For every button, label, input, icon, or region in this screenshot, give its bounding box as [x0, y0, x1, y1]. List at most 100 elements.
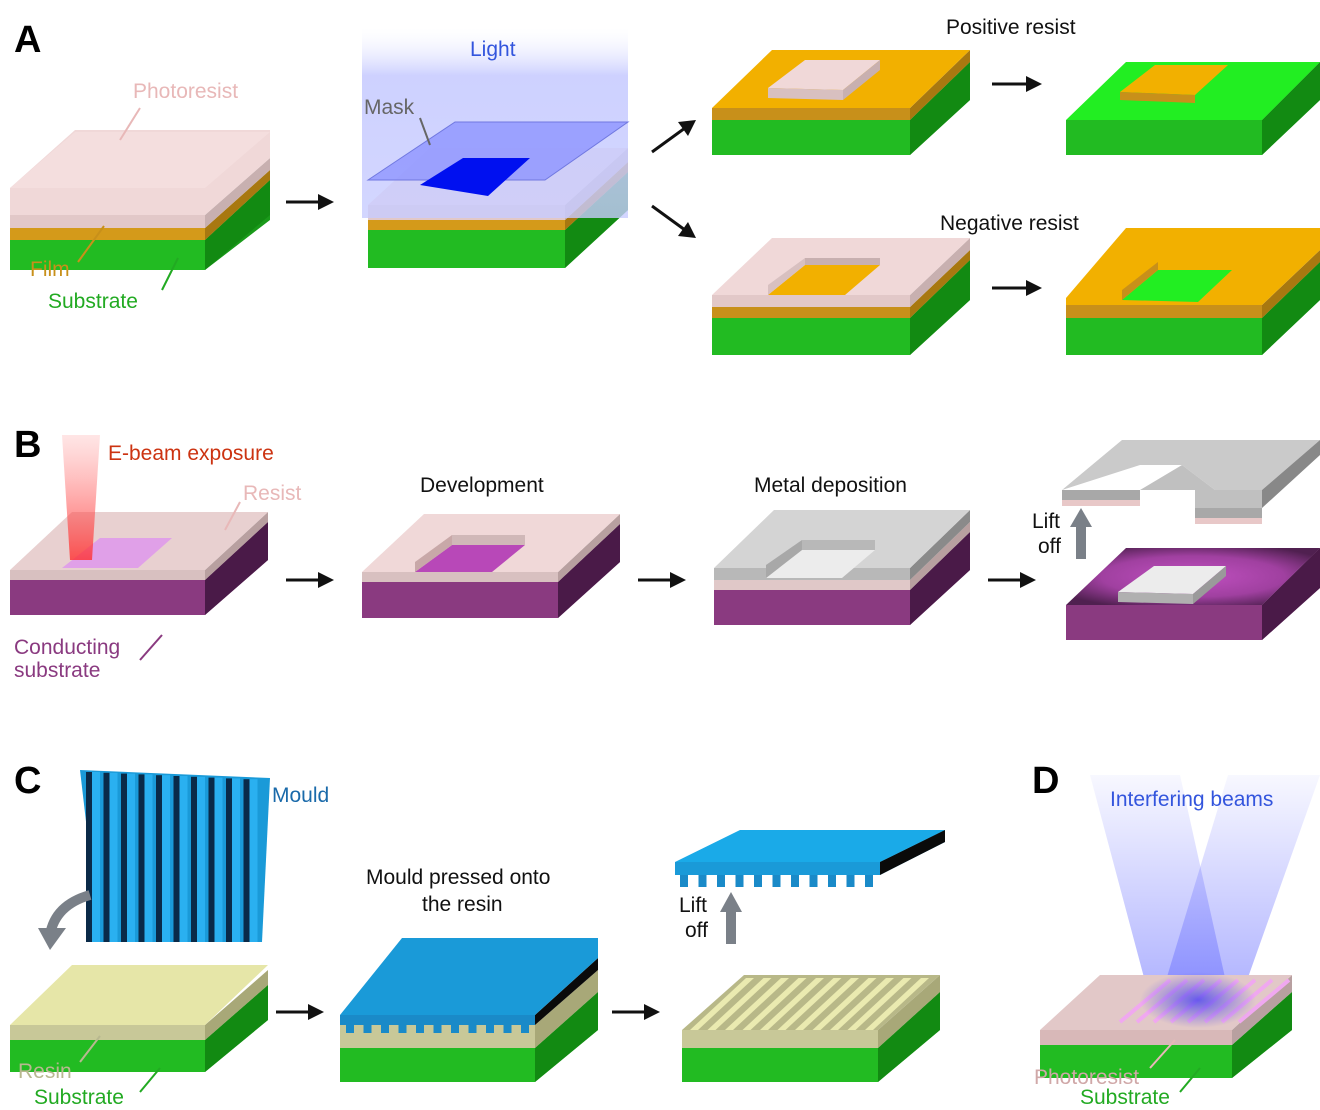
panel-letter-b: B [14, 424, 41, 466]
mould-rib-shadow [173, 776, 180, 942]
mould-tooth [451, 1025, 459, 1033]
resin-ridge [760, 978, 824, 1030]
block-b3 [714, 510, 970, 625]
mould-rib [197, 776, 205, 942]
block-b4-top [1062, 440, 1320, 524]
mould-rib [127, 773, 135, 942]
label-substrate-d: Substrate [1080, 1086, 1170, 1109]
mould-tooth [735, 875, 744, 887]
label-resin: Resin [18, 1060, 72, 1083]
label-negative-resist: Negative resist [940, 212, 1079, 235]
label-lift-c-2: off [685, 919, 708, 942]
label-lift-c-1: Lift [679, 894, 707, 917]
panel-letter-d: D [1032, 760, 1059, 802]
mould-rib-shadow [103, 772, 110, 942]
label-development: Development [420, 474, 544, 497]
label-pressed-2: the resin [422, 893, 503, 916]
curved-arrow-head [38, 928, 66, 950]
mould-lifted [675, 830, 945, 887]
block-a-pos2 [1066, 62, 1320, 155]
mould-tooth [486, 1025, 494, 1033]
resin-ridge [795, 978, 859, 1030]
mould-tooth [809, 875, 818, 887]
label-substrate-c: Substrate [34, 1086, 124, 1109]
label-ebeam: E-beam exposure [108, 442, 274, 465]
mould-tooth [346, 1025, 354, 1033]
resin-ridge [725, 978, 789, 1030]
label-photoresist: Photoresist [133, 80, 238, 103]
mould-rib [179, 776, 188, 942]
block-c3 [682, 975, 940, 1082]
mould-rib-shadow [86, 772, 92, 942]
mould-tooth [363, 1025, 372, 1033]
mould-rib-shadow [208, 777, 215, 942]
label-film: Film [30, 258, 70, 281]
block-c2 [340, 938, 598, 1082]
label-positive-resist: Positive resist [946, 16, 1076, 39]
label-mask: Mask [364, 96, 415, 119]
mould-rib-shadow [243, 779, 250, 942]
label-lift-b-2: off [1038, 535, 1061, 558]
label-pressed-1: Mould pressed onto [366, 866, 550, 889]
resin-ridge [742, 978, 807, 1030]
mould-rib [92, 772, 100, 942]
label-mould: Mould [272, 784, 329, 807]
arrow-c2 [612, 1004, 660, 1020]
mould-rib [232, 778, 240, 942]
arrow-b1 [286, 572, 334, 588]
mould-tooth [791, 875, 799, 887]
arrow-a-up [651, 120, 696, 154]
label-light: Light [470, 38, 516, 61]
mould-rib-shadow [156, 775, 162, 942]
lift-arrow-b [1070, 508, 1092, 559]
mould-tooth [698, 875, 707, 887]
mould-tooth [717, 875, 725, 887]
mould-rib-shadow [121, 773, 127, 942]
mould-rib [109, 772, 118, 942]
mould-rib [144, 774, 153, 942]
label-lift-b-1: Lift [1032, 510, 1060, 533]
arrow-b3 [988, 572, 1036, 588]
label-conducting-1: Conducting [14, 636, 120, 659]
mould-tooth [416, 1025, 424, 1033]
mould-tooth [772, 875, 781, 887]
panel-letter-a: A [14, 19, 41, 61]
mould-tooth [828, 875, 836, 887]
arrow-b2 [638, 572, 686, 588]
label-conducting-2: substrate [14, 659, 100, 682]
block-a-pos1 [712, 50, 970, 155]
arrow-a-pos [992, 76, 1042, 92]
mould-tilted [80, 770, 270, 942]
mould-tooth [754, 875, 762, 887]
label-substrate-a: Substrate [48, 290, 138, 313]
mould-tooth [865, 875, 873, 887]
mould-rib [162, 775, 170, 942]
mask [366, 121, 630, 196]
block-b2 [362, 514, 620, 618]
mould-tooth [381, 1025, 389, 1033]
label-photoresist-d: Photoresist [1034, 1066, 1139, 1089]
resin-ridge [812, 978, 877, 1030]
arrow-a-down [651, 204, 696, 238]
ebeam-cone [62, 435, 100, 560]
mould-tooth [680, 875, 688, 887]
resin-ridge [847, 978, 912, 1030]
mould-rib-shadow [138, 774, 145, 942]
mould-tooth [433, 1025, 442, 1033]
block-a-neg2 [1066, 228, 1320, 355]
mould-rib-shadow [226, 778, 232, 942]
block-a1 [10, 130, 270, 270]
mould-tooth [521, 1025, 529, 1033]
resin-ridge [690, 978, 754, 1030]
mould-tooth [846, 875, 855, 887]
arrow-a-neg [992, 280, 1042, 296]
arrow-a1 [286, 194, 334, 210]
resin-ridge [777, 978, 842, 1030]
mould-rib [214, 777, 223, 942]
mould-rib-shadow [191, 776, 197, 942]
block-b4-bottom [1066, 548, 1320, 640]
panel-letter-c: C [14, 760, 41, 802]
beam-right [1160, 775, 1320, 1000]
block-c1 [10, 965, 268, 1072]
